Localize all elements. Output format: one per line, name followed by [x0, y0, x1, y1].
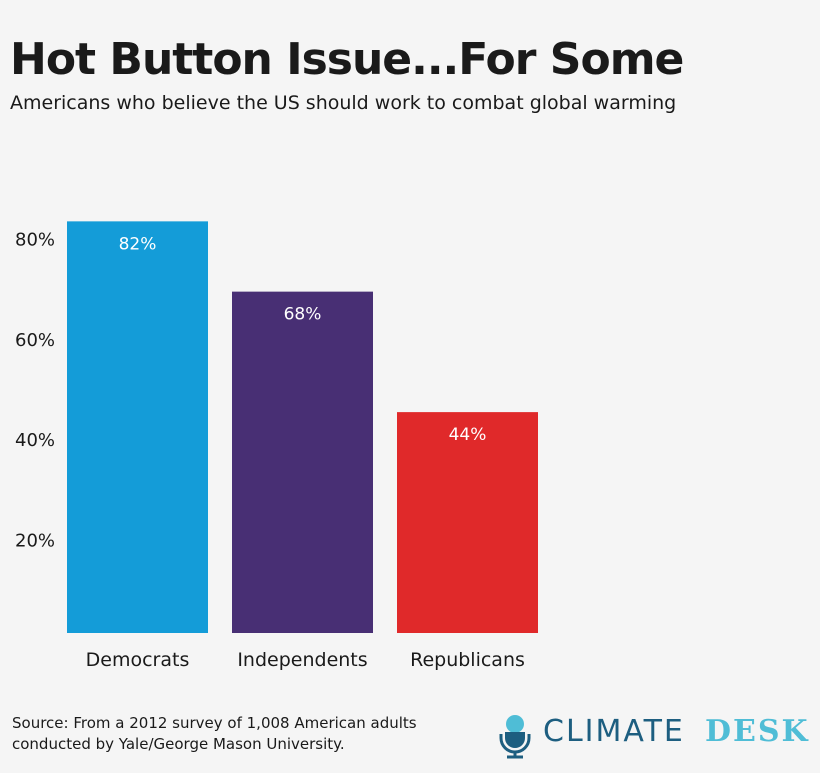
logo-word-desk: DESK [705, 714, 810, 749]
source-line-2: conducted by Yale/George Mason Universit… [12, 735, 345, 753]
data-label: 82% [119, 234, 157, 254]
data-label: 44% [449, 425, 487, 445]
x-tick-label: Republicans [410, 649, 525, 671]
x-tick-label: Independents [237, 649, 367, 671]
bar-independents [232, 291, 373, 633]
climate-desk-logo: CLIMATE DESK [497, 710, 817, 760]
microphone-globe-icon [499, 715, 531, 759]
data-label: 68% [284, 305, 322, 325]
logo-word-climate: CLIMATE [543, 714, 685, 749]
x-tick-label: Democrats [86, 649, 190, 671]
y-tick-label: 60% [15, 330, 55, 351]
source-note: Source: From a 2012 survey of 1,008 Amer… [12, 713, 417, 755]
bar-republicans [397, 412, 538, 633]
y-tick-label: 20% [15, 531, 55, 552]
y-tick-label: 40% [15, 430, 55, 451]
bar-democrats [67, 221, 208, 634]
chart-title: Hot Button Issue...For Some [10, 34, 684, 85]
y-tick-label: 80% [15, 229, 55, 250]
source-line-1: Source: From a 2012 survey of 1,008 Amer… [12, 714, 417, 732]
chart-subtitle: Americans who believe the US should work… [10, 92, 677, 114]
bar-chart: 82% Democrats 68% Independents 44% Republican… [15, 221, 538, 671]
